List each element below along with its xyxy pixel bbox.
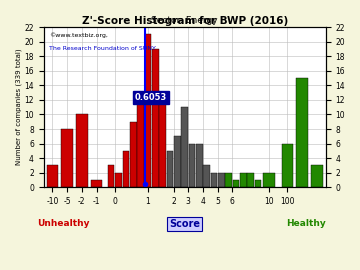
Bar <box>145 34 151 187</box>
Bar <box>203 166 210 187</box>
Bar <box>189 144 195 187</box>
Text: ©www.textbiz.org,: ©www.textbiz.org, <box>49 32 108 38</box>
Bar <box>240 173 247 187</box>
Text: 0.6053: 0.6053 <box>135 93 167 102</box>
Bar <box>137 93 144 187</box>
Bar <box>108 166 114 187</box>
Bar <box>130 122 136 187</box>
Text: The Research Foundation of SUNY: The Research Foundation of SUNY <box>49 46 156 51</box>
Bar <box>263 173 275 187</box>
Bar <box>76 114 88 187</box>
Bar <box>296 78 308 187</box>
Bar <box>174 136 181 187</box>
Bar <box>61 129 73 187</box>
Bar <box>167 151 173 187</box>
Bar <box>159 100 166 187</box>
Bar <box>311 166 323 187</box>
Bar <box>233 180 239 187</box>
Bar <box>196 144 203 187</box>
Bar <box>255 180 261 187</box>
Bar <box>218 173 225 187</box>
Bar <box>91 180 102 187</box>
Text: Score: Score <box>169 219 200 229</box>
Bar <box>211 173 217 187</box>
Text: Healthy: Healthy <box>286 219 326 228</box>
Bar <box>115 173 122 187</box>
Bar <box>247 173 254 187</box>
Bar <box>122 151 129 187</box>
Bar <box>152 49 158 187</box>
Text: Sector: Energy: Sector: Energy <box>151 16 218 25</box>
Y-axis label: Number of companies (339 total): Number of companies (339 total) <box>15 49 22 166</box>
Bar <box>225 173 232 187</box>
Bar <box>282 144 293 187</box>
Bar <box>181 107 188 187</box>
Bar <box>46 166 58 187</box>
Text: Unhealthy: Unhealthy <box>37 219 90 228</box>
Title: Z'-Score Histogram for BWP (2016): Z'-Score Histogram for BWP (2016) <box>81 16 288 26</box>
